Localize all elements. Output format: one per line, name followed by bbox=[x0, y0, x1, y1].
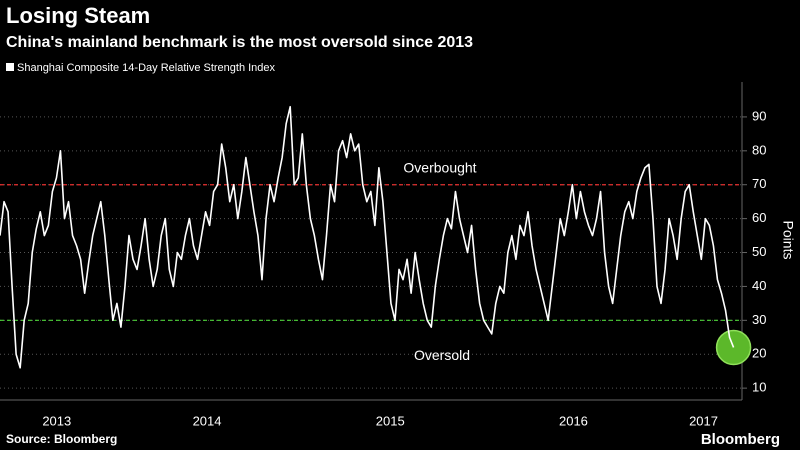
source: Source: Bloomberg bbox=[6, 432, 117, 446]
x-tick-label: 2015 bbox=[376, 413, 405, 428]
y-tick-label: 20 bbox=[752, 346, 766, 361]
legend-swatch bbox=[6, 63, 14, 71]
x-tick-label: 2014 bbox=[193, 413, 222, 428]
reference-label: Overbought bbox=[403, 159, 476, 175]
x-tick-label: 2016 bbox=[559, 413, 588, 428]
x-tick-label: 2017 bbox=[689, 413, 718, 428]
x-tick-label: 2013 bbox=[42, 413, 71, 428]
y-tick-label: 40 bbox=[752, 278, 766, 293]
y-tick-label: 90 bbox=[752, 108, 766, 123]
y-tick-label: 70 bbox=[752, 176, 766, 191]
y-axis-label: Points bbox=[780, 221, 796, 260]
chart-subtitle: China's mainland benchmark is the most o… bbox=[6, 34, 473, 51]
legend-label: Shanghai Composite 14-Day Relative Stren… bbox=[17, 62, 276, 74]
reference-label: Oversold bbox=[414, 347, 470, 363]
highlight-circle bbox=[715, 329, 752, 366]
y-tick-label: 30 bbox=[752, 312, 766, 327]
y-tick-label: 80 bbox=[752, 142, 766, 157]
y-tick-label: 10 bbox=[752, 380, 766, 395]
series-line bbox=[0, 105, 735, 369]
brand: Bloomberg bbox=[701, 431, 780, 448]
y-tick-label: 60 bbox=[752, 210, 766, 225]
chart-title: Losing Steam bbox=[6, 3, 150, 28]
y-tick-label: 50 bbox=[752, 244, 766, 259]
